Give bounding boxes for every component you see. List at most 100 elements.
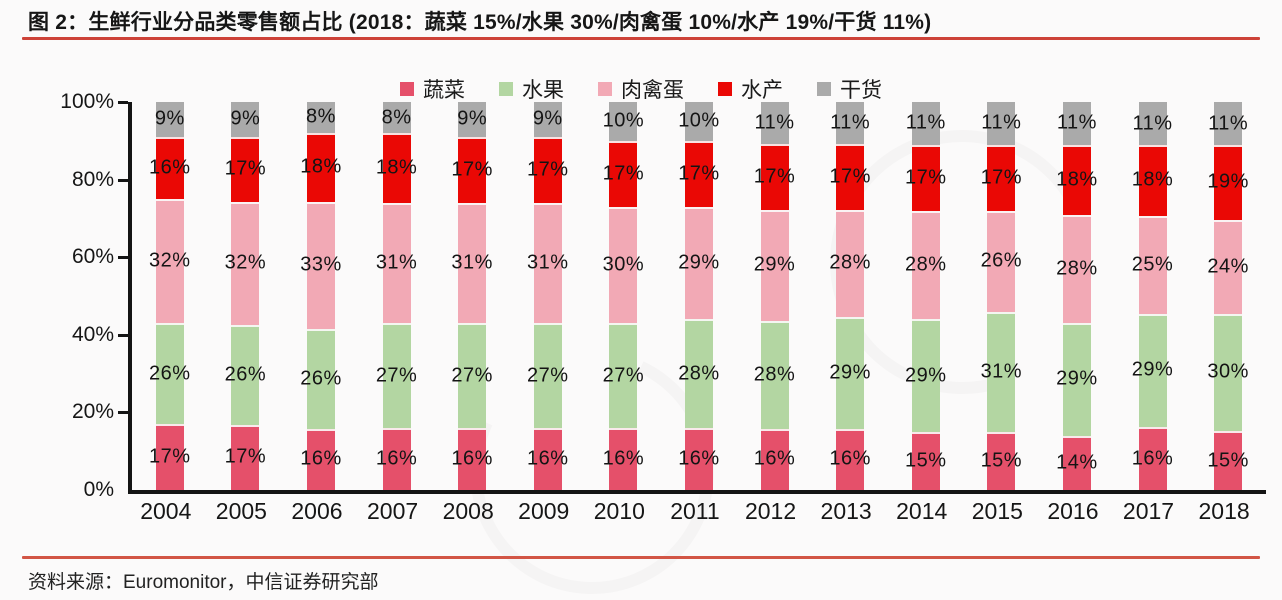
segment-value-label: 27% <box>602 364 645 387</box>
bar-segment: 28% <box>905 210 946 320</box>
stacked-bar: 16% 29% 25% 18% 11% <box>1132 102 1173 490</box>
segment-value-label: 11% <box>1208 112 1249 135</box>
segment-value-label: 15% <box>980 449 1023 472</box>
segment-value-label: 11% <box>981 111 1022 134</box>
segment-value-label: 29% <box>678 251 720 274</box>
legend-swatch <box>499 82 513 96</box>
segment-value-label: 17% <box>451 158 493 181</box>
segment-value-label: 8% <box>306 105 336 128</box>
bar-segment: 8% <box>381 101 412 134</box>
segment-value-label: 9% <box>532 107 563 130</box>
bar-segment: 28% <box>829 209 870 318</box>
bar-segment: 18% <box>300 132 341 202</box>
bar-column-2008: 16% 27% 31% 17% 9% <box>434 102 510 490</box>
segment-value-label: 29% <box>904 364 947 387</box>
segment-value-label: 24% <box>1207 255 1249 278</box>
segment-value-label: 17% <box>527 158 569 181</box>
bar-segment: 10% <box>678 102 719 141</box>
segment-value-label: 31% <box>451 251 493 274</box>
bar-segment: 11% <box>981 102 1021 145</box>
bar-segment: 9% <box>230 101 261 137</box>
x-tick-label: 2014 <box>896 498 948 524</box>
segment-value-label: 17% <box>149 445 191 468</box>
bar-segment: 26% <box>300 328 341 429</box>
segment-value-label: 17% <box>678 162 720 185</box>
footer-rule <box>22 556 1260 559</box>
bar-segment: 11% <box>1208 102 1248 146</box>
stacked-bar: 16% 28% 29% 17% 11% <box>754 102 795 490</box>
segment-value-label: 15% <box>1207 449 1249 472</box>
bar-segment: 29% <box>1056 323 1097 436</box>
legend-swatch <box>400 82 414 96</box>
y-tick-label: 40% <box>71 322 114 346</box>
legend-label: 水产 <box>741 79 783 102</box>
bar-segment: 16% <box>451 427 492 490</box>
bar-segment: 29% <box>1132 313 1173 428</box>
bar-segment: 16% <box>1132 427 1173 490</box>
segment-value-label: 8% <box>381 106 412 128</box>
stacked-bar: 16% 27% 31% 17% 9% <box>451 102 492 490</box>
segment-value-label: 17% <box>980 166 1023 189</box>
bar-segment: 14% <box>1056 435 1097 490</box>
y-tick-mark <box>118 101 128 104</box>
legend-item: 水果 <box>499 74 564 104</box>
stacked-bar: 15% 29% 28% 17% 11% <box>905 102 946 490</box>
segment-value-label: 11% <box>754 111 795 134</box>
legend-label: 水果 <box>522 79 564 102</box>
bar-segment: 11% <box>1057 102 1096 145</box>
bar-segment: 16% <box>603 427 644 490</box>
segment-value-label: 9% <box>230 107 261 130</box>
bar-segment: 9% <box>457 102 487 137</box>
bar-segment: 9% <box>154 102 185 137</box>
legend-label: 干货 <box>840 79 882 102</box>
segment-value-label: 28% <box>678 362 720 385</box>
bar-segment: 30% <box>1207 313 1248 432</box>
bar-segment: 17% <box>451 136 492 203</box>
bar-segment: 16% <box>678 427 719 490</box>
bar-segment: 24% <box>1207 219 1248 314</box>
bar-column-2004: 17% 26% 32% 16% 9% <box>132 102 208 490</box>
y-tick-label: 0% <box>83 478 114 501</box>
segment-value-label: 29% <box>1056 367 1098 390</box>
legend-item: 干货 <box>817 74 882 104</box>
segment-value-label: 27% <box>451 364 493 387</box>
segment-value-label: 11% <box>905 111 946 134</box>
y-tick-label: 80% <box>71 167 114 191</box>
x-tick-label: 2009 <box>518 498 570 524</box>
segment-value-label: 18% <box>1131 168 1174 191</box>
segment-value-label: 16% <box>829 447 871 470</box>
bars-container: 17% 26% 32% 16% 9% 17% 26% 32% 17% 9% 16% 26% 33% 18%… <box>132 101 1266 490</box>
bar-segment: 28% <box>754 320 795 429</box>
bar-segment: 26% <box>225 324 266 425</box>
bar-segment: 17% <box>678 140 719 207</box>
bar-segment: 29% <box>678 206 719 320</box>
bar-segment: 31% <box>981 311 1022 432</box>
segment-value-label: 18% <box>1056 168 1098 191</box>
segment-value-label: 9% <box>154 107 185 130</box>
segment-value-label: 16% <box>451 447 493 470</box>
stacked-bar: 15% 30% 24% 19% 11% <box>1207 102 1248 490</box>
stacked-bar: 17% 26% 32% 16% 9% <box>149 102 190 490</box>
x-tick-label: 2010 <box>593 498 645 524</box>
segment-value-label: 18% <box>300 155 342 178</box>
y-tick-mark <box>118 256 128 260</box>
y-tick-mark <box>118 333 128 337</box>
bar-segment: 17% <box>149 424 190 490</box>
bar-segment: 27% <box>451 323 492 428</box>
y-tick-label: 100% <box>60 90 114 113</box>
legend-item: 蔬菜 <box>400 74 465 104</box>
bar-segment: 17% <box>981 144 1022 211</box>
segment-value-label: 32% <box>224 251 267 274</box>
x-tick-label: 2015 <box>971 498 1023 524</box>
source-note: 资料来源：Euromonitor，中信证券研究部 <box>28 572 379 593</box>
segment-value-label: 16% <box>753 447 796 470</box>
legend-label: 蔬菜 <box>423 79 465 102</box>
bar-segment: 28% <box>1056 214 1097 324</box>
legend-swatch <box>817 82 831 96</box>
bar-segment: 17% <box>829 144 870 210</box>
segment-value-label: 11% <box>830 111 871 134</box>
y-tick-mark <box>118 411 128 415</box>
segment-value-label: 11% <box>1132 112 1173 135</box>
segment-value-label: 30% <box>602 253 645 276</box>
